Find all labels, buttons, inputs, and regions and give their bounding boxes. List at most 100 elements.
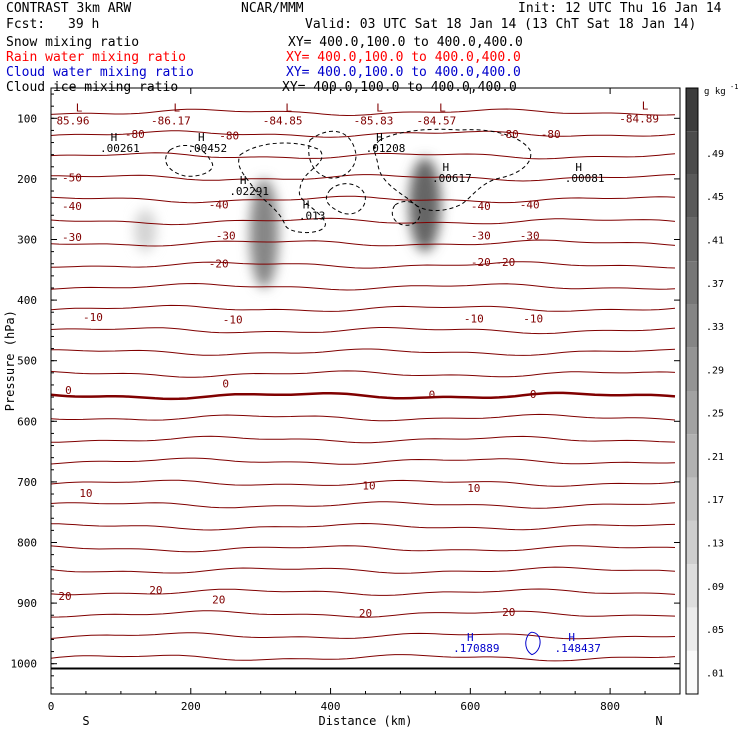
low-value: 85.96: [56, 115, 89, 128]
field-name-snow: Snow mixing ratio: [6, 35, 140, 50]
temperature-isoline: [50, 348, 676, 356]
forecast-label: Fcst:: [6, 17, 46, 32]
colorbar-cell: [686, 607, 698, 651]
colorbar-cell: [686, 434, 698, 478]
high-value: .02291: [229, 185, 269, 198]
y-tick-label: 500: [17, 355, 37, 368]
x-axis-label: Distance (km): [319, 714, 413, 728]
temperature-label: -50: [62, 172, 82, 185]
temperature-isoline: [50, 391, 676, 401]
high-marker: H: [198, 131, 205, 144]
high-value: .170889: [453, 642, 499, 655]
colorbar-cell: [686, 261, 698, 305]
colorbar-tick-label: .37: [706, 279, 724, 290]
model-title: CONTRAST 3km ARW: [6, 1, 132, 16]
temperature-label: -80: [125, 128, 145, 141]
temperature-label: -80: [219, 129, 239, 142]
low-value: -84.89: [619, 112, 659, 125]
temperature-label: 0: [530, 388, 537, 401]
temperature-label: -10: [83, 311, 103, 324]
colorbar-cell: [686, 88, 698, 132]
high-value: .148437: [554, 642, 600, 655]
temperature-isoline: [50, 261, 676, 269]
colorbar-tick-label: .05: [706, 625, 724, 636]
low-marker: L: [76, 102, 83, 115]
x-tick-label: 400: [321, 700, 341, 713]
low-marker: L: [642, 99, 649, 112]
init-time: Init: 12 UTC Thu 16 Jan 14: [518, 1, 722, 16]
colorbar-unit-exponent: -1: [730, 83, 738, 91]
colorbar-tick-label: .01: [706, 668, 724, 679]
snow-shading: [408, 157, 441, 252]
temperature-label: -10: [223, 313, 243, 326]
temperature-label: -30: [471, 229, 491, 242]
colorbar-tick-label: .49: [706, 149, 724, 160]
y-tick-label: 200: [17, 173, 37, 186]
temperature-isoline: [50, 304, 676, 312]
temperature-label: -20: [495, 256, 515, 269]
temperature-isoline: [51, 435, 676, 444]
y-tick-label: 800: [17, 537, 37, 550]
x-tick-label: 600: [460, 700, 480, 713]
temperature-label: -20: [471, 256, 491, 269]
colorbar-tick-label: .41: [706, 236, 724, 247]
colorbar-unit: g kg: [704, 87, 726, 97]
field-xy-rain: XY= 400.0,100.0 to 400.0,400.0: [286, 50, 521, 65]
colorbar-cell: [686, 564, 698, 608]
high-marker: H: [303, 198, 310, 211]
colorbar-cell: [686, 131, 698, 175]
temperature-isoline: [50, 370, 676, 378]
temperature-isoline: [50, 501, 676, 509]
y-tick-label: 600: [17, 415, 37, 428]
cloud-ice-contour: [391, 201, 421, 226]
colorbar-cell: [686, 650, 698, 694]
field-name-rain: Rain water mixing ratio: [6, 50, 187, 65]
temperature-isoline: [50, 632, 676, 640]
colorbar-tick-label: .33: [706, 322, 724, 333]
high-marker: H: [568, 631, 575, 644]
field-xy-cloud-water: XY= 400.0,100.0 to 400.0,400.0: [286, 65, 521, 80]
cloud-ice-contour: [238, 142, 326, 234]
colorbar-tick-label: .17: [706, 495, 724, 506]
temperature-isoline: [50, 479, 676, 487]
temperature-label: 20: [58, 590, 71, 603]
temperature-label: 20: [359, 607, 372, 620]
temperature-isoline: [50, 545, 676, 553]
temperature-isoline: [50, 327, 676, 335]
high-value: .00261: [100, 142, 140, 155]
high-value: .00617: [432, 172, 472, 185]
y-tick-label: 700: [17, 476, 37, 489]
x-tick-label: 200: [181, 700, 201, 713]
high-value: .013: [299, 209, 326, 222]
temperature-isoline: [50, 566, 676, 574]
low-value: -86.17: [151, 115, 191, 128]
y-tick-label: 900: [17, 597, 37, 610]
temperature-label: 0: [429, 389, 436, 402]
high-value: .00452: [187, 142, 227, 155]
cloud-ice-contour: [373, 128, 532, 212]
temperature-isoline: [50, 654, 676, 662]
colorbar-frame: [685, 87, 699, 695]
colorbar-tick-label: .13: [706, 539, 724, 550]
temperature-label: -30: [520, 229, 540, 242]
colorbar-tick-label: .29: [706, 365, 724, 376]
colorbar-cell: [686, 391, 698, 435]
cloud-water-contour: [525, 631, 541, 656]
center-title: NCAR/MMM: [241, 1, 304, 16]
colorbar-cell: [686, 174, 698, 218]
colorbar-tick-label: .21: [706, 452, 724, 463]
temperature-isoline: [50, 282, 676, 291]
y-tick-label: 100: [17, 112, 37, 125]
forecast-hour: 39 h: [68, 17, 100, 32]
high-marker: H: [111, 131, 118, 144]
temperature-label: 0: [65, 384, 72, 397]
colorbar-tick-label: .45: [706, 192, 724, 203]
y-axis-label: Pressure (hPa): [3, 310, 17, 411]
temperature-isoline: [50, 108, 676, 117]
temperature-label: -10: [523, 312, 543, 325]
temperature-isoline: [51, 174, 676, 182]
low-value: -85.83: [354, 115, 394, 128]
temperature-label: -40: [471, 200, 491, 213]
low-marker: L: [376, 102, 383, 115]
